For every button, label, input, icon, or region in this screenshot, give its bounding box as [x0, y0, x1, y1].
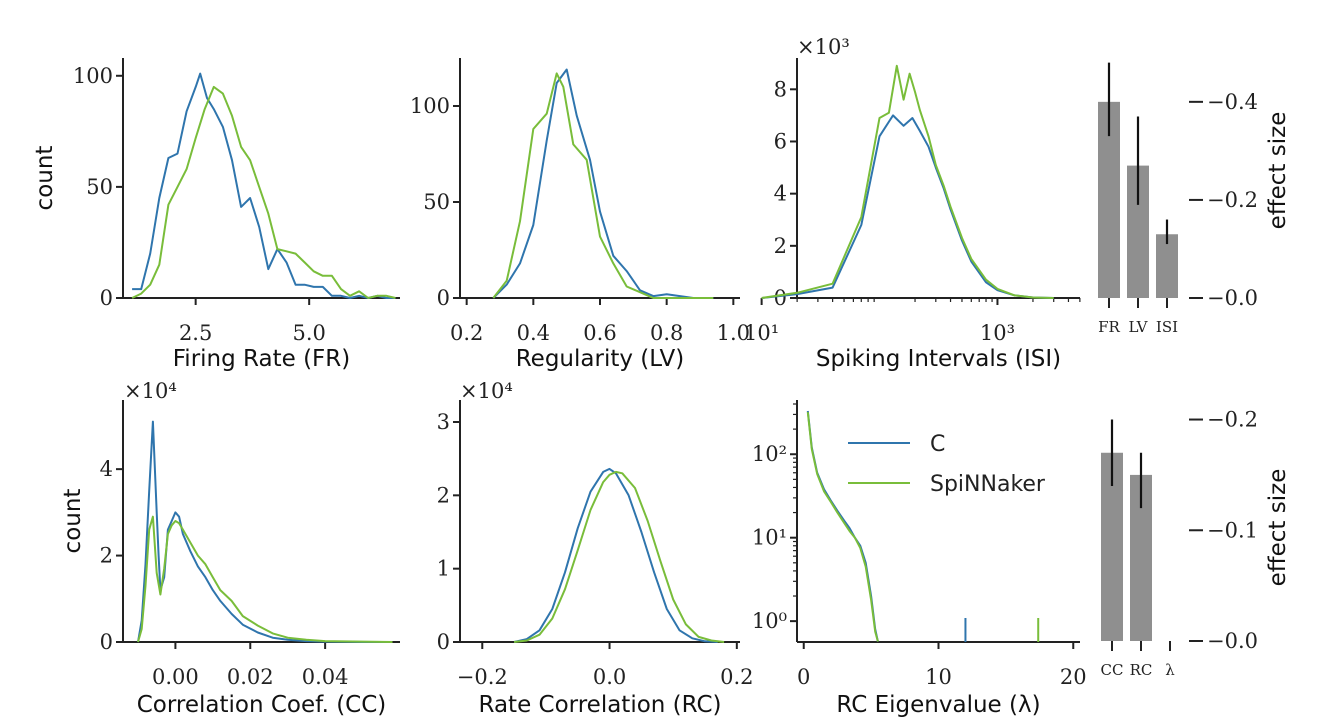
y-tick-label: 100	[73, 64, 113, 88]
x-axis-label: Firing Rate (FR)	[173, 346, 351, 372]
panel-correlation-coef: 0 2 4 0.00 0.02 0.04 Correlation Coef. (CC) cou…	[60, 379, 400, 718]
x-tick-label: 10³	[980, 321, 1015, 345]
series-line-spinnaker	[513, 470, 725, 643]
x-tick-label: 0.00	[152, 665, 199, 689]
x-tick-label: 0.02	[227, 665, 274, 689]
x-tick-label: 0.6	[583, 321, 616, 345]
x-tick-label: 10¹	[744, 321, 779, 345]
series-line-spinnaker	[137, 515, 393, 643]
bar-isi	[1156, 234, 1178, 298]
series-line-c	[137, 420, 393, 643]
x-tick-label: 0.04	[302, 665, 349, 689]
y-tick-label: 4	[774, 182, 787, 206]
y-tick-label: 8	[774, 77, 787, 101]
bar-cc	[1101, 452, 1123, 641]
legend-label-c: C	[930, 432, 945, 457]
x-axis-label: Regularity (LV)	[516, 346, 685, 372]
y-tick-label: 0	[774, 286, 787, 310]
y-tick-label: 10²	[752, 442, 787, 466]
series-line-c	[761, 114, 1054, 299]
series-line-c	[132, 72, 396, 299]
x-axis-label: RC Eigenvalue (λ)	[836, 692, 1040, 718]
y-tick-label: 1	[437, 557, 450, 581]
x-tick-label: 0.2	[720, 665, 753, 689]
panel-effect-size-bottom: CC RC λ −0.0 −0.1 −0.2 effect size	[1101, 408, 1291, 679]
series-line-spinnaker	[492, 72, 714, 299]
y-tick-label: −0.4	[1207, 90, 1258, 114]
y-tick-label: 6	[774, 129, 787, 153]
bar-category-label: ISI	[1156, 318, 1178, 336]
x-axis-label: Spiking Intervals (ISI)	[816, 346, 1061, 372]
bar-category-label: CC	[1101, 661, 1124, 679]
panel-effect-size-top: FR LV ISI −0.0 −0.2 −0.4 effect size	[1098, 62, 1291, 336]
legend-label-spinnaker: SpiNNaker	[930, 472, 1046, 497]
x-tick-label: 0	[797, 665, 810, 689]
series-line-spinnaker	[806, 411, 879, 642]
bar-category-label: λ	[1165, 661, 1175, 679]
x-tick-label: 1.0	[717, 321, 750, 345]
series-line-c	[492, 68, 714, 299]
x-tick-label: 0.2	[450, 321, 483, 345]
bar-fr	[1098, 101, 1120, 298]
y-tick-label: 10¹	[752, 526, 787, 550]
y-tick-label: 0	[100, 630, 113, 654]
series-line-spinnaker	[131, 85, 396, 299]
axis-multiplier: ×10⁴	[460, 379, 513, 403]
y-tick-label: 10⁰	[752, 609, 787, 633]
x-axis-label: Correlation Coef. (CC)	[137, 692, 387, 718]
bar-lv	[1127, 165, 1149, 298]
y-tick-label: 2	[774, 234, 787, 258]
x-tick-label: 20	[1060, 665, 1087, 689]
y-tick-label: 50	[423, 190, 450, 214]
bar-category-label: RC	[1130, 661, 1153, 679]
x-tick-label: −0.2	[457, 665, 508, 689]
y-tick-label: 0	[100, 286, 113, 310]
y-axis-label: effect size	[1265, 469, 1291, 587]
y-tick-label: 50	[86, 175, 113, 199]
y-tick-label: 2	[100, 544, 113, 568]
bar-rc	[1130, 474, 1152, 641]
series-line-spinnaker	[761, 64, 1054, 299]
axis-multiplier: ×10³	[797, 35, 850, 59]
x-tick-label: 0.8	[650, 321, 683, 345]
panel-rate-correlation: 0 1 2 3 −0.2 0.0 0.2 Rate Correlation (RC) ×10⁴	[437, 379, 754, 718]
y-tick-label: 0	[437, 630, 450, 654]
y-axis-label: count	[32, 146, 58, 211]
y-tick-label: 3	[437, 410, 450, 434]
x-tick-label: 0.4	[517, 321, 550, 345]
y-tick-label: −0.0	[1207, 286, 1258, 310]
y-tick-label: −0.2	[1207, 408, 1258, 432]
y-tick-label: −0.1	[1207, 518, 1258, 542]
y-tick-label: −0.2	[1207, 188, 1258, 212]
panel-regularity: 0 50 100 0.2 0.4 0.6 0.8 1.0 Regularity (LV)	[410, 58, 750, 372]
series-line-c	[513, 467, 718, 643]
x-tick-label: 10	[925, 665, 952, 689]
x-tick-label: 5.0	[292, 321, 325, 345]
panel-rc-eigenvalue: 10⁰ 10¹ 10² 0 10 20 RC Eigenvalue (λ) C SpiNNake…	[752, 400, 1087, 718]
x-tick-label: 2.5	[179, 321, 212, 345]
axis-multiplier: ×10⁴	[124, 379, 177, 403]
y-axis-label: count	[60, 489, 86, 554]
y-tick-label: 4	[100, 457, 113, 481]
bar-category-label: FR	[1098, 318, 1120, 336]
y-tick-label: 0	[437, 286, 450, 310]
x-axis-label: Rate Correlation (RC)	[478, 692, 721, 718]
y-tick-label: 100	[410, 94, 450, 118]
y-tick-label: −0.0	[1207, 629, 1258, 653]
y-tick-label: 2	[437, 483, 450, 507]
series-line-c	[806, 410, 879, 642]
bar-category-label: LV	[1128, 318, 1148, 336]
y-axis-label: effect size	[1265, 112, 1291, 230]
x-tick-label: 0.0	[593, 665, 626, 689]
